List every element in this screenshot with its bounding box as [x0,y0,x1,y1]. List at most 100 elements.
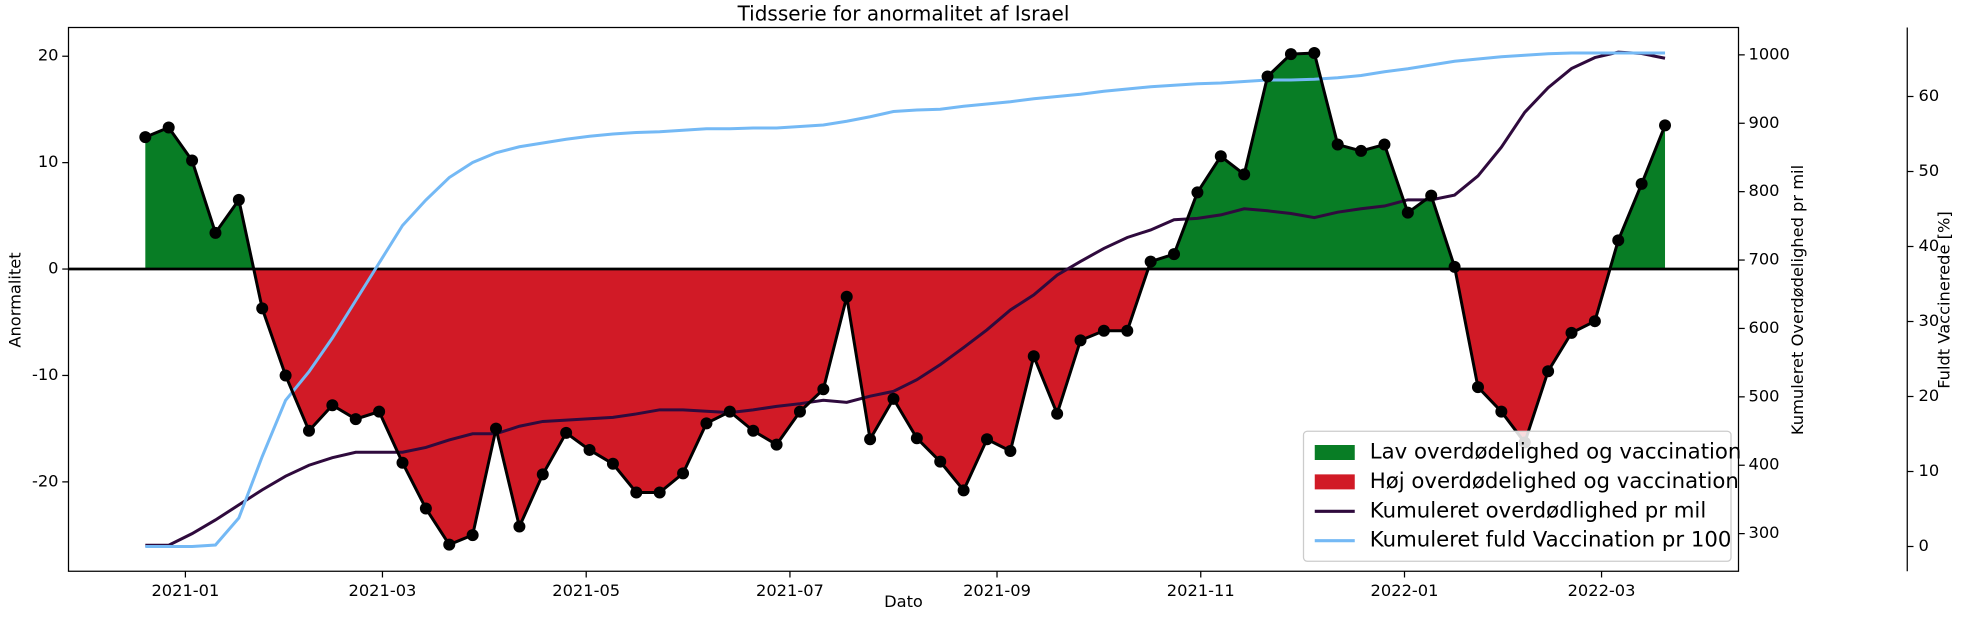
legend-swatch [1314,445,1355,460]
y2-tick-label: 900 [1749,113,1780,132]
x-tick-label: 2021-05 [552,581,620,600]
anomaly-point [1331,138,1344,151]
anomaly-point [1635,177,1648,190]
anomaly-point [1588,315,1601,328]
anomaly-point [1495,405,1508,418]
anomaly-point [1261,70,1274,83]
anomaly-point [1144,255,1157,268]
anomaly-point [981,433,993,446]
anomaly-point [770,438,783,451]
y3-tick-label: 30 [1919,311,1940,330]
anomaly-point [326,399,339,412]
y2-tick-label: 500 [1749,386,1780,405]
y2-tick-label: 400 [1749,455,1780,474]
anomaly-point [723,405,736,418]
anomaly-point [887,392,900,405]
anomaly-point [349,413,362,426]
x-tick-label: 2022-01 [1371,581,1439,600]
anomaly-point [490,422,503,435]
anomaly-point [396,456,409,469]
chart-title: Tidsserie for anormalitet af Israel [737,2,1070,26]
anomaly-point [1284,48,1297,61]
anomaly-point [934,455,947,468]
anomaly-point [1448,260,1461,273]
anomaly-point [1659,119,1672,132]
legend-label: Kumuleret fuld Vaccination pr 100 [1370,528,1732,553]
legend-label: Kumuleret overdødlighed pr mil [1370,498,1706,523]
anomaly-point [279,369,292,382]
anomaly-point [513,520,526,533]
anomaly-point [162,121,175,134]
x-tick-label: 2021-11 [1167,581,1235,600]
y-tick-label: 20 [38,46,59,65]
anomaly-point [186,154,199,167]
y-axis-label: Anormalitet [6,252,25,347]
y2-tick-label: 300 [1749,523,1780,542]
legend-box [1302,430,1732,562]
anomaly-point [443,538,456,551]
anomaly-point [1097,324,1110,337]
y-tick-label: -10 [32,365,59,384]
anomaly-point [466,529,479,542]
y2-tick-label: 700 [1749,250,1780,269]
anomaly-point [864,433,877,446]
y2-tick-label: 1000 [1749,44,1790,63]
fill-area [145,53,1666,270]
y3-tick-label: 10 [1919,461,1940,480]
anomaly-point [606,457,619,470]
anomaly-point [1121,324,1134,337]
anomaly-point [1191,186,1204,199]
legend-label: Høj overdødelighed og vaccination [1370,469,1739,494]
anomaly-point [1308,47,1321,60]
anomaly-point [232,193,245,206]
y2-axis-label: Kumuleret Overdødelighed pr mil [1788,165,1807,435]
x-tick-label: 2021-07 [756,581,824,600]
anomaly-point [419,502,432,515]
y2-tick-label: 600 [1749,318,1780,337]
anomaly-point [1214,150,1227,163]
anomaly-point [560,426,573,439]
legend-swatch [1314,474,1355,490]
anomaly-point [1471,381,1484,394]
anomaly-point [302,424,315,437]
y3-tick-label: 0 [1919,536,1929,555]
anomaly-point [1238,168,1251,181]
anomaly-point [817,383,830,396]
anomaly-point [630,486,643,499]
y-tick-label: 10 [38,152,59,171]
anomaly-point [793,405,806,418]
fill-area [145,269,1666,545]
legend-label: Lav overdødelighed og vaccination [1370,440,1742,465]
anomaly-point [209,226,222,239]
anomaly-point [1425,189,1438,202]
anomaly-point [1542,365,1555,378]
anomaly-point [1074,334,1087,347]
anomaly-point [536,468,549,481]
anomaly-point [1401,206,1414,219]
y2-tick-label: 800 [1749,181,1780,200]
anomaly-point [583,443,596,456]
y3-tick-label: 20 [1919,386,1940,405]
anomaly-point [747,424,760,437]
anomaly-point [957,484,970,497]
anomaly-point [1565,326,1578,339]
anomaly-point [1051,407,1064,420]
y-tick-label: -20 [32,471,59,490]
x-tick-label: 2021-03 [349,581,417,600]
anomaly-point [1612,234,1625,247]
anomaly-point [373,405,386,418]
anomaly-point [256,302,269,315]
anomaly-point [840,290,853,303]
anomaly-point [677,467,690,480]
anomaly-point [653,486,666,499]
anomaly-point [700,417,713,430]
x-axis-label: Dato [884,592,923,611]
anomaly-point [1004,445,1017,458]
y3-axis-label: Fuldt Vaccinerede [%] [1934,211,1953,389]
series-line [145,51,1666,548]
anomaly-point [139,131,152,144]
anomaly-point [1378,138,1391,151]
y3-tick-label: 50 [1919,161,1940,180]
x-tick-label: 2021-01 [151,581,219,600]
